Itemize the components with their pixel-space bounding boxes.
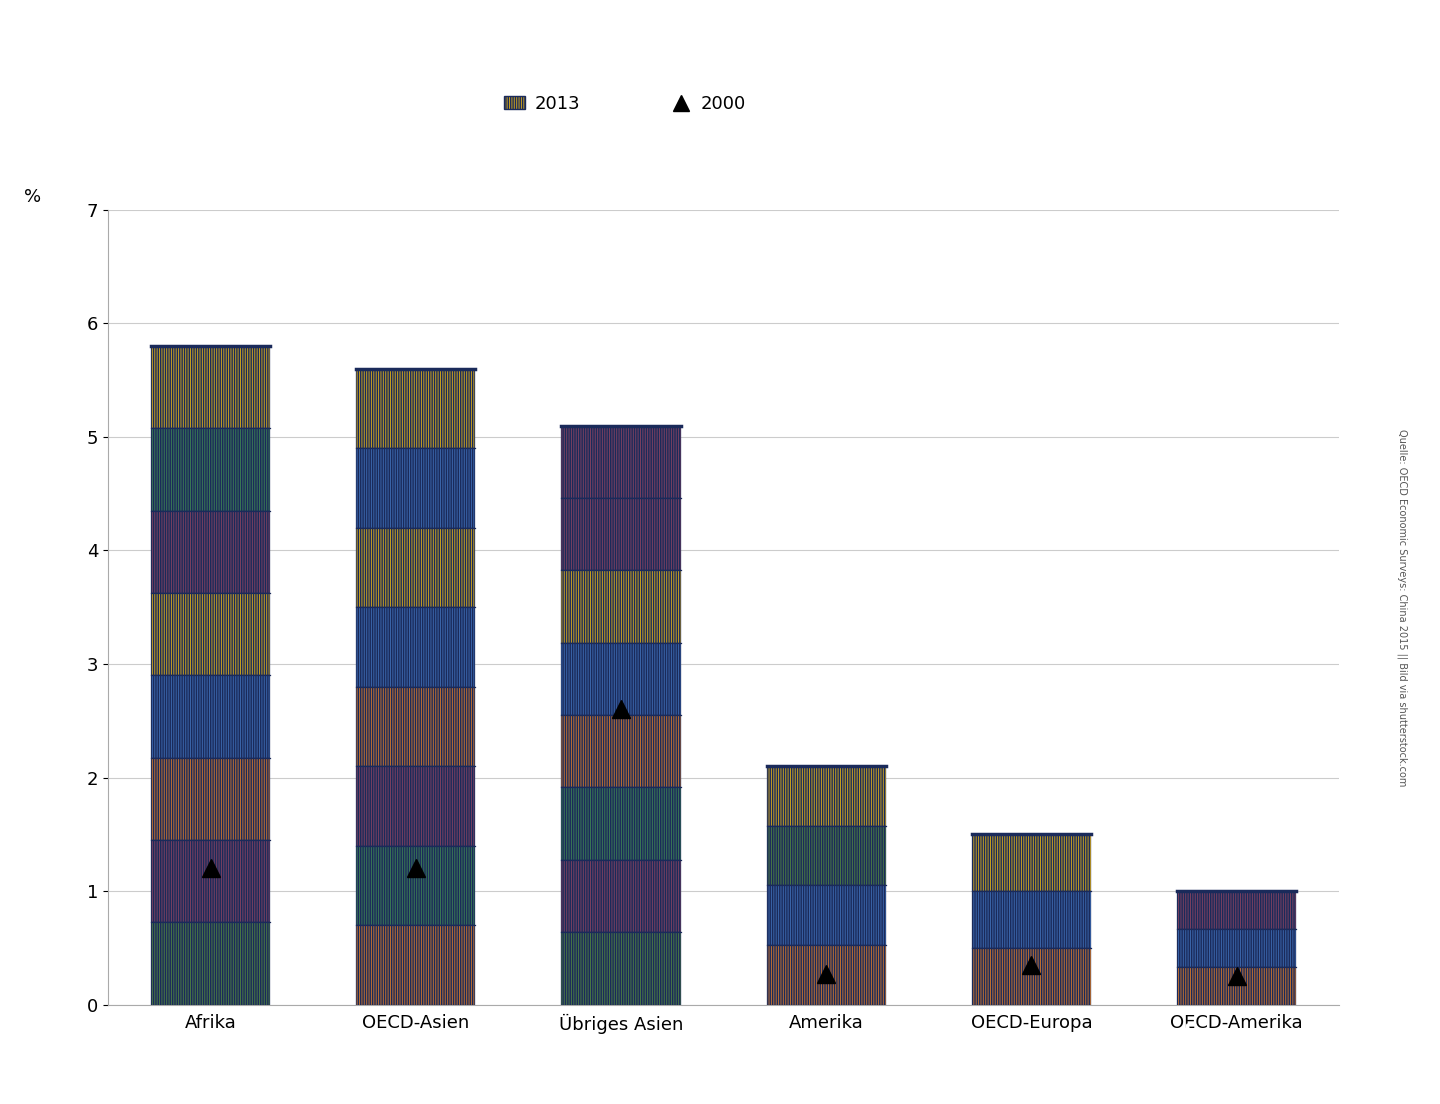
Bar <box>356 448 475 528</box>
Bar <box>562 860 681 932</box>
Bar <box>151 676 271 757</box>
Text: Quelle: OECD Economic Surveys: China 2015 || Bild via shutterstock.com: Quelle: OECD Economic Surveys: China 201… <box>1397 428 1408 786</box>
Bar <box>151 757 271 840</box>
Bar <box>151 757 271 840</box>
Bar <box>151 922 271 1005</box>
Bar <box>766 885 886 945</box>
Bar <box>356 607 475 687</box>
Legend: 2013, 2000: 2013, 2000 <box>497 87 753 120</box>
Bar <box>356 607 475 687</box>
Bar <box>1176 891 1296 928</box>
Bar <box>151 428 271 511</box>
Bar <box>151 428 271 511</box>
Bar <box>356 846 475 925</box>
Bar <box>972 948 1092 1005</box>
Bar <box>151 676 271 757</box>
Bar <box>151 346 271 428</box>
Bar <box>562 571 681 643</box>
Bar <box>562 860 681 932</box>
Bar <box>562 787 681 860</box>
Bar <box>972 835 1092 891</box>
Bar <box>562 643 681 715</box>
Bar <box>356 369 475 448</box>
Bar <box>562 498 681 571</box>
Bar <box>1176 928 1296 967</box>
Bar <box>766 885 886 945</box>
Bar <box>1176 967 1296 1005</box>
Bar <box>766 945 886 1005</box>
Bar <box>766 826 886 885</box>
Bar <box>766 766 886 826</box>
Bar <box>766 826 886 885</box>
Bar <box>562 498 681 571</box>
Bar <box>562 425 681 498</box>
Bar <box>562 571 681 643</box>
Bar <box>766 766 886 826</box>
Bar <box>151 511 271 593</box>
Bar <box>766 945 886 1005</box>
Bar <box>356 687 475 766</box>
Bar <box>562 643 681 715</box>
Bar <box>972 891 1092 948</box>
Bar <box>1176 967 1296 1005</box>
Bar <box>1176 891 1296 928</box>
Bar <box>356 369 475 448</box>
Bar <box>356 925 475 1005</box>
Bar <box>356 846 475 925</box>
Bar <box>562 787 681 860</box>
Bar <box>972 835 1092 891</box>
Bar <box>356 448 475 528</box>
Bar <box>356 528 475 607</box>
Bar <box>562 932 681 1005</box>
Bar <box>562 932 681 1005</box>
Bar <box>151 593 271 676</box>
Bar <box>562 715 681 787</box>
Bar <box>356 687 475 766</box>
Bar <box>151 346 271 428</box>
Bar <box>972 948 1092 1005</box>
Text: Exporte nach China, in Prozent des Bruttoinlandprodukts einzelner Regionen: Exporte nach China, in Prozent des Brutt… <box>118 128 837 147</box>
Bar <box>151 840 271 922</box>
Bar <box>356 766 475 846</box>
Bar <box>151 922 271 1005</box>
Bar <box>356 528 475 607</box>
Bar <box>356 766 475 846</box>
Bar <box>151 593 271 676</box>
Bar <box>1176 928 1296 967</box>
Bar <box>562 425 681 498</box>
Text: %: % <box>24 188 42 205</box>
Text: Handelsbeziehungen: Handelsbeziehungen <box>118 22 660 67</box>
Bar <box>151 511 271 593</box>
Bar <box>151 840 271 922</box>
Text: OECD: OECD <box>1214 1048 1274 1066</box>
Bar <box>972 891 1092 948</box>
Bar <box>356 925 475 1005</box>
Bar <box>562 715 681 787</box>
